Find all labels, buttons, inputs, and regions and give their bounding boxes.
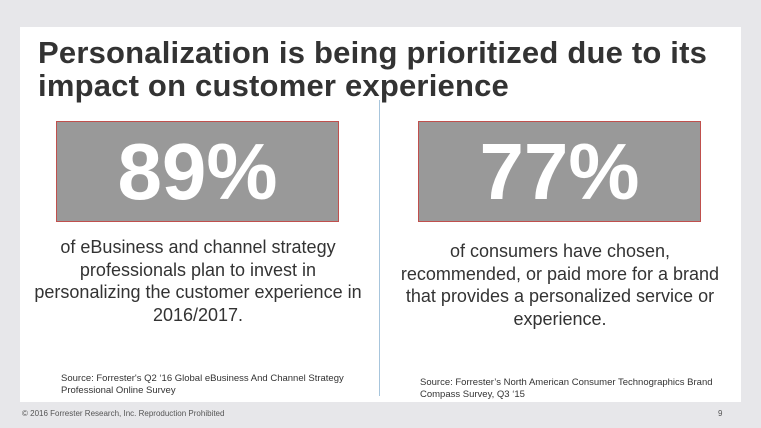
page-number: 9: [718, 409, 723, 418]
column-divider: [379, 100, 380, 396]
source-note-right: Source: Forrester’s North American Consu…: [420, 377, 713, 400]
stat-description-left: of eBusiness and channel strategy profes…: [34, 237, 362, 325]
footer-copyright: © 2016 Forrester Research, Inc. Reproduc…: [22, 409, 225, 418]
stat-box-left: 89%: [56, 121, 339, 222]
stat-description-right: of consumers have chosen, recommended, o…: [400, 241, 720, 329]
stat-value-left: 89%: [117, 126, 278, 216]
stat-value-right: 77%: [479, 126, 640, 216]
source-note-left: Source: Forrester's Q2 ‘16 Global eBusin…: [61, 373, 344, 396]
stat-box-right: 77%: [418, 121, 701, 222]
slide-title: Personalization is being prioritized due…: [38, 35, 708, 103]
